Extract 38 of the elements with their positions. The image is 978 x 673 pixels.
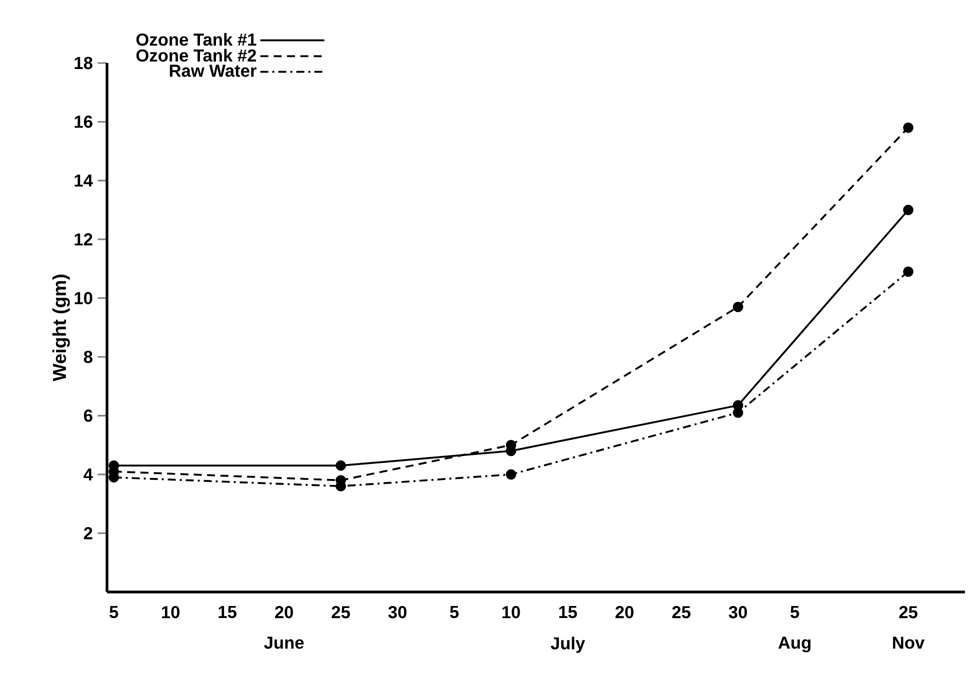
point bbox=[903, 122, 914, 133]
y-tick-label: 16 bbox=[74, 116, 92, 128]
x-tick-label: 25 bbox=[899, 606, 918, 618]
text: Aug bbox=[778, 636, 810, 652]
x-tick-label: 5 bbox=[110, 606, 118, 618]
y-tick-label: 8 bbox=[84, 350, 92, 364]
point bbox=[903, 204, 914, 216]
y-tick-label: 18 bbox=[74, 56, 92, 70]
x-tick-label: 25 bbox=[332, 606, 350, 618]
x-tick-label: 10 bbox=[162, 606, 180, 618]
text: July bbox=[550, 636, 586, 653]
text: June bbox=[264, 636, 304, 649]
y-tick-label: 4 bbox=[84, 468, 93, 480]
x-tick-label: 15 bbox=[218, 606, 236, 618]
point bbox=[336, 460, 346, 471]
x-tick-label: 10 bbox=[502, 606, 520, 618]
x-tick-label: 15 bbox=[559, 606, 577, 618]
point bbox=[732, 408, 744, 418]
point bbox=[506, 469, 516, 480]
x-tick-label: 30 bbox=[728, 606, 747, 618]
point bbox=[903, 266, 914, 277]
y-tick-label: 6 bbox=[84, 410, 92, 422]
x-tick-label: 20 bbox=[275, 606, 293, 618]
y-tick-label: 10 bbox=[74, 292, 92, 304]
y-tick-label: 2 bbox=[84, 527, 92, 540]
x-tick-label: 25 bbox=[672, 606, 690, 618]
x-tick-label: 5 bbox=[790, 606, 800, 618]
y-axis-title: Weight (gm) bbox=[52, 274, 70, 382]
y-tick-label: 12 bbox=[74, 233, 92, 246]
legend-label: Ozone Tank #1 bbox=[136, 33, 256, 46]
legend-label: Ozone Tank #2 bbox=[136, 48, 256, 62]
legend-label: Raw Water bbox=[170, 64, 256, 77]
x-tick-label: 20 bbox=[615, 606, 634, 618]
x-tick-label: 5 bbox=[450, 606, 459, 618]
text: Nov bbox=[893, 636, 925, 649]
y-tick-label: 14 bbox=[74, 174, 93, 187]
x-tick-label: 30 bbox=[388, 606, 406, 618]
point bbox=[732, 302, 744, 312]
